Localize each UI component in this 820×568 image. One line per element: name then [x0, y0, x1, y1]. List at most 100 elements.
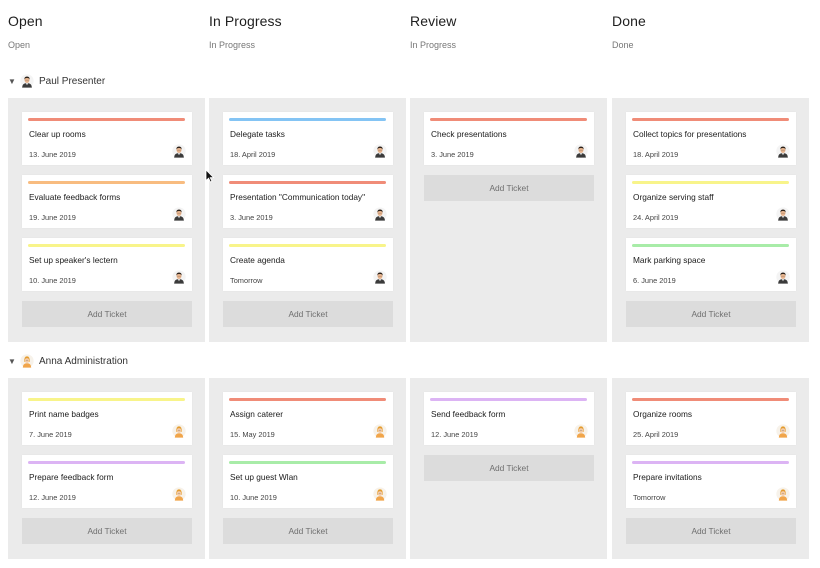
priority-bar: [229, 244, 386, 247]
add-ticket-button[interactable]: Add Ticket: [223, 301, 393, 327]
priority-bar: [430, 118, 587, 121]
ticket-date: 7. June 2019: [29, 430, 72, 439]
male-avatar-icon: [776, 144, 790, 158]
male-avatar-icon: [20, 74, 34, 88]
ticket-card[interactable]: Organize serving staff 24. April 2019: [626, 175, 796, 228]
ticket-title: Clear up rooms: [29, 129, 86, 139]
female-avatar-icon: [574, 424, 588, 438]
ticket-date: Tomorrow: [230, 276, 263, 285]
add-ticket-button[interactable]: Add Ticket: [626, 301, 796, 327]
ticket-card[interactable]: Presentation "Communication today" 3. Jun…: [223, 175, 393, 228]
lane-column: Collect topics for presentations 18. Apri…: [612, 98, 809, 342]
priority-bar: [229, 181, 386, 184]
column-title: In Progress: [209, 13, 282, 29]
swimlane-name: Paul Presenter: [39, 75, 106, 87]
female-avatar-icon: [172, 424, 186, 438]
ticket-card[interactable]: Prepare invitations Tomorrow: [626, 455, 796, 508]
column-subtitle: Done: [612, 40, 634, 50]
lane-column: Print name badges 7. June 2019 Prepare fee…: [8, 378, 205, 559]
lane-column: Organize rooms 25. April 2019 Prepare invi…: [612, 378, 809, 559]
column-title: Review: [410, 13, 457, 29]
ticket-card[interactable]: Set up guest Wlan 10. June 2019: [223, 455, 393, 508]
ticket-title: Create agenda: [230, 255, 285, 265]
ticket-title: Print name badges: [29, 409, 99, 419]
male-avatar-icon: [373, 144, 387, 158]
ticket-card[interactable]: Assign caterer 15. May 2019: [223, 392, 393, 445]
ticket-card[interactable]: Organize rooms 25. April 2019: [626, 392, 796, 445]
ticket-date: Tomorrow: [633, 493, 666, 502]
swimlane-name: Anna Administration: [39, 355, 128, 367]
column-header-1: In Progress In Progress: [209, 13, 282, 50]
ticket-title: Collect topics for presentations: [633, 129, 747, 139]
caret-down-icon[interactable]: ▼: [8, 76, 16, 86]
priority-bar: [28, 244, 185, 247]
column-title: Open: [8, 13, 43, 29]
add-ticket-button[interactable]: Add Ticket: [626, 518, 796, 544]
ticket-card[interactable]: Mark parking space 6. June 2019: [626, 238, 796, 291]
priority-bar: [632, 244, 789, 247]
priority-bar: [28, 118, 185, 121]
column-subtitle: Open: [8, 40, 31, 50]
lane-column: Check presentations 3. June 2019 Add Ticke…: [410, 98, 607, 342]
priority-bar: [229, 461, 386, 464]
column-subtitle: In Progress: [410, 40, 457, 50]
female-avatar-icon: [776, 424, 790, 438]
priority-bar: [28, 461, 185, 464]
ticket-card[interactable]: Prepare feedback form 12. June 2019: [22, 455, 192, 508]
ticket-title: Set up speaker's lectern: [29, 255, 118, 265]
ticket-date: 13. June 2019: [29, 150, 76, 159]
female-avatar-icon: [172, 487, 186, 501]
swimlane-header[interactable]: ▼ Paul Presenter: [8, 74, 105, 88]
ticket-date: 3. June 2019: [431, 150, 474, 159]
ticket-card[interactable]: Set up speaker's lectern 10. June 2019: [22, 238, 192, 291]
ticket-card[interactable]: Clear up rooms 13. June 2019: [22, 112, 192, 165]
male-avatar-icon: [373, 207, 387, 221]
mouse-pointer-icon: [205, 169, 215, 183]
priority-bar: [430, 398, 587, 401]
ticket-card[interactable]: Collect topics for presentations 18. Apri…: [626, 112, 796, 165]
ticket-date: 12. June 2019: [431, 430, 478, 439]
ticket-date: 6. June 2019: [633, 276, 676, 285]
swimlane-header[interactable]: ▼ Anna Administration: [8, 354, 128, 368]
add-ticket-button[interactable]: Add Ticket: [223, 518, 393, 544]
male-avatar-icon: [776, 207, 790, 221]
lane-column: Send feedback form 12. June 2019 Add Ticke…: [410, 378, 607, 559]
ticket-title: Evaluate feedback forms: [29, 192, 121, 202]
ticket-card[interactable]: Send feedback form 12. June 2019: [424, 392, 594, 445]
male-avatar-icon: [574, 144, 588, 158]
ticket-title: Mark parking space: [633, 255, 706, 265]
ticket-card[interactable]: Create agenda Tomorrow: [223, 238, 393, 291]
add-ticket-button[interactable]: Add Ticket: [424, 175, 594, 201]
ticket-card[interactable]: Evaluate feedback forms 19. June 2019: [22, 175, 192, 228]
priority-bar: [632, 181, 789, 184]
male-avatar-icon: [172, 144, 186, 158]
ticket-title: Set up guest Wlan: [230, 472, 298, 482]
ticket-date: 18. April 2019: [633, 150, 679, 159]
column-subtitle: In Progress: [209, 40, 256, 50]
female-avatar-icon: [20, 354, 34, 368]
ticket-date: 3. June 2019: [230, 213, 273, 222]
column-title: Done: [612, 13, 646, 29]
add-ticket-button[interactable]: Add Ticket: [424, 455, 594, 481]
column-header-0: Open Open: [8, 13, 43, 50]
female-avatar-icon: [776, 487, 790, 501]
column-header-3: Done Done: [612, 13, 646, 50]
ticket-title: Organize rooms: [633, 409, 693, 419]
priority-bar: [28, 398, 185, 401]
priority-bar: [632, 398, 789, 401]
ticket-title: Organize serving staff: [633, 192, 714, 202]
ticket-date: 10. June 2019: [230, 493, 277, 502]
ticket-date: 18. April 2019: [230, 150, 276, 159]
ticket-date: 15. May 2019: [230, 430, 275, 439]
ticket-date: 24. April 2019: [633, 213, 679, 222]
male-avatar-icon: [172, 207, 186, 221]
ticket-title: Delegate tasks: [230, 129, 285, 139]
ticket-card[interactable]: Check presentations 3. June 2019: [424, 112, 594, 165]
add-ticket-button[interactable]: Add Ticket: [22, 518, 192, 544]
caret-down-icon[interactable]: ▼: [8, 356, 16, 366]
ticket-card[interactable]: Print name badges 7. June 2019: [22, 392, 192, 445]
priority-bar: [632, 461, 789, 464]
add-ticket-button[interactable]: Add Ticket: [22, 301, 192, 327]
ticket-date: 12. June 2019: [29, 493, 76, 502]
ticket-card[interactable]: Delegate tasks 18. April 2019: [223, 112, 393, 165]
